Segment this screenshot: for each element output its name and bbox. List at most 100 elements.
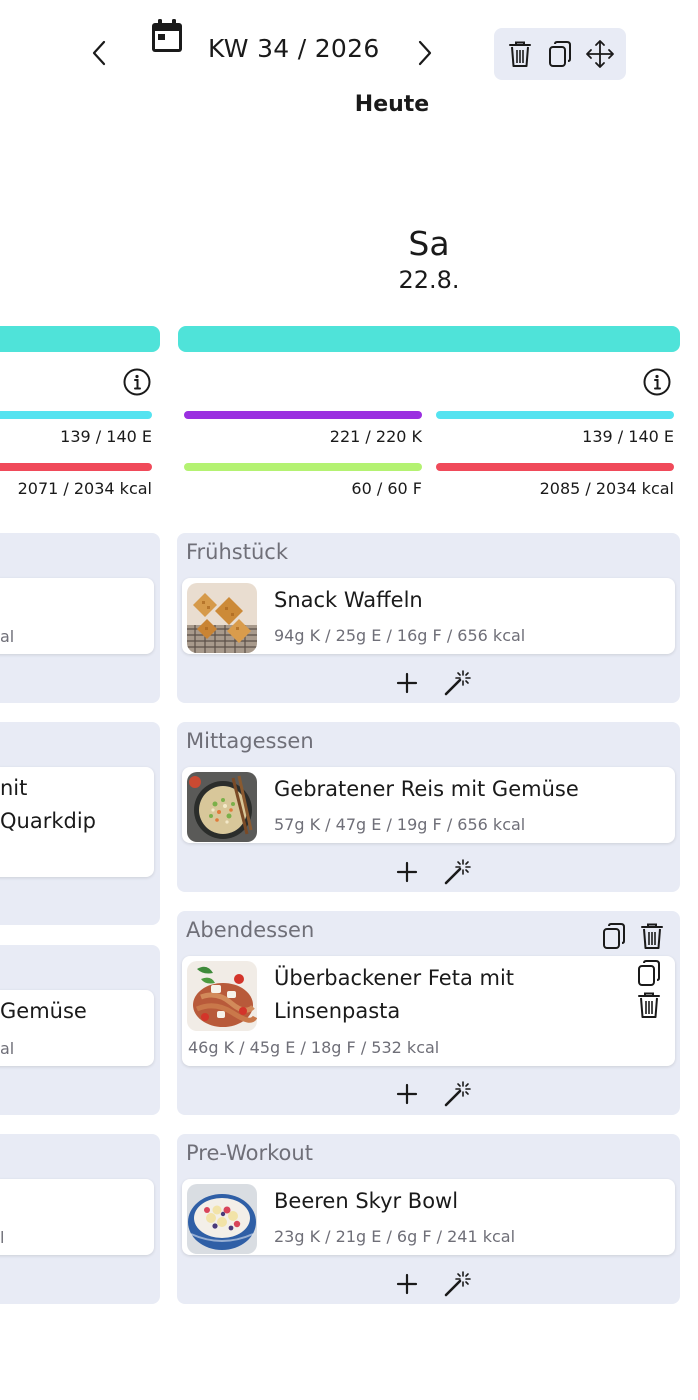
delete-food-button[interactable] [637, 991, 663, 1019]
move-icon [586, 40, 614, 68]
next-week-button[interactable] [410, 36, 440, 70]
delete-week-button[interactable] [502, 36, 538, 72]
fat-label: 60 / 60 F [351, 479, 422, 498]
meal-title: Pre-Workout [186, 1141, 313, 1165]
protein-label: 139 / 140 E [582, 427, 674, 446]
food-name: Überbackener Feta mit [274, 966, 515, 990]
plus-icon [396, 1083, 418, 1105]
info-icon [123, 368, 151, 396]
add-food-button[interactable] [393, 858, 421, 886]
kcal-label: 2085 / 2034 kcal [539, 479, 674, 498]
left-meal-section: al [0, 533, 160, 703]
food-macros: 57g K / 47g E / 19g F / 656 kcal [274, 815, 526, 834]
food-image-fried-rice [187, 772, 257, 842]
food-macros: al [0, 627, 15, 646]
meal-actions [393, 669, 471, 697]
magic-suggest-button[interactable] [443, 1270, 471, 1298]
food-macros: 46g K / 45g E / 18g F / 532 kcal [188, 1038, 440, 1057]
left-info-button[interactable] [123, 368, 151, 396]
protein-bar [436, 411, 674, 419]
today-label: Heute [354, 92, 430, 117]
magic-wand-icon [444, 1271, 471, 1297]
carbs-bar [184, 411, 422, 419]
calendar-icon [152, 19, 182, 52]
day-date: 22.8. [398, 266, 460, 294]
meal-actions [393, 1080, 471, 1108]
meal-title: Frühstück [186, 540, 288, 564]
meal-actions [393, 858, 471, 886]
left-protein-bar [0, 411, 152, 419]
left-protein-label: 139 / 140 E [60, 427, 152, 446]
meal-section-fruehstueck: Frühstück Snack Waffeln [177, 533, 680, 703]
food-name: Quarkdip [0, 809, 96, 833]
fat-bar [184, 463, 422, 471]
meal-section-mittagessen: Mittagessen Gebratener Reis mit Gemüse 5… [177, 722, 680, 892]
food-macros: 23g K / 21g E / 6g F / 241 kcal [274, 1227, 516, 1246]
prev-week-button[interactable] [84, 36, 114, 70]
food-card[interactable]: Gebratener Reis mit Gemüse 57g K / 47g E… [182, 767, 675, 843]
meal-section-pre-workout: Pre-Workout Beeren Skyr Bowl 23g K / 21g… [177, 1134, 680, 1304]
add-food-button[interactable] [393, 1080, 421, 1108]
trash-icon [638, 992, 660, 1018]
magic-wand-icon [444, 1081, 471, 1107]
move-week-button[interactable] [582, 36, 618, 72]
meal-actions [393, 1270, 471, 1298]
left-day-bar[interactable] [0, 326, 160, 352]
chevron-left-icon [92, 40, 106, 66]
copy-food-button[interactable] [637, 959, 663, 987]
food-card[interactable]: Snack Waffeln 94g K / 25g E / 16g F / 65… [182, 578, 675, 654]
magic-suggest-button[interactable] [443, 669, 471, 697]
copy-icon [638, 960, 660, 986]
kcal-bar [436, 463, 674, 471]
magic-wand-icon [444, 670, 471, 696]
food-image-waffles [187, 583, 257, 653]
chevron-right-icon [418, 40, 432, 66]
meal-title: Mittagessen [186, 729, 314, 753]
day-bar[interactable] [178, 326, 680, 352]
copy-meal-button[interactable] [602, 922, 628, 950]
food-name: Linsenpasta [274, 999, 401, 1023]
food-image-feta-pasta [187, 961, 257, 1031]
left-meal-section: Gemüse al [0, 945, 160, 1115]
left-food-card[interactable]: nit Quarkdip [0, 767, 154, 877]
left-meal-section: nit Quarkdip [0, 722, 160, 925]
magic-wand-icon [444, 859, 471, 885]
calendar-button[interactable] [150, 18, 184, 54]
food-card[interactable]: Überbackener Feta mit Linsenpasta 46g K … [182, 956, 675, 1066]
info-button[interactable] [643, 368, 671, 396]
plus-icon [396, 1273, 418, 1295]
food-image-skyr-bowl [187, 1184, 257, 1254]
left-food-card[interactable]: al [0, 578, 154, 654]
food-name: Gebratener Reis mit Gemüse [274, 777, 579, 801]
meal-title: Abendessen [186, 918, 315, 942]
day-name: Sa [408, 224, 450, 263]
magic-suggest-button[interactable] [443, 858, 471, 886]
add-food-button[interactable] [393, 669, 421, 697]
carbs-label: 221 / 220 K [329, 427, 422, 446]
left-meal-section: l [0, 1134, 160, 1304]
left-kcal-label: 2071 / 2034 kcal [17, 479, 152, 498]
meal-section-abendessen: Abendessen Überbackener [177, 911, 680, 1115]
week-label: KW 34 / 2026 [208, 34, 380, 63]
magic-suggest-button[interactable] [443, 1080, 471, 1108]
add-food-button[interactable] [393, 1270, 421, 1298]
trash-icon [509, 41, 531, 67]
info-icon [643, 368, 671, 396]
plus-icon [396, 672, 418, 694]
left-food-card[interactable]: Gemüse al [0, 990, 154, 1066]
food-card[interactable]: Beeren Skyr Bowl 23g K / 21g E / 6g F / … [182, 1179, 675, 1255]
food-name: Snack Waffeln [274, 588, 423, 612]
food-name: nit [0, 776, 28, 800]
food-name: Beeren Skyr Bowl [274, 1189, 459, 1213]
left-food-card[interactable]: l [0, 1179, 154, 1255]
delete-meal-button[interactable] [640, 922, 666, 950]
food-name: Gemüse [0, 999, 87, 1023]
trash-icon [641, 923, 663, 949]
food-macros: l [0, 1228, 5, 1247]
copy-icon [549, 41, 571, 67]
week-toolbar [494, 28, 626, 80]
copy-icon [603, 923, 625, 949]
food-macros: 94g K / 25g E / 16g F / 656 kcal [274, 626, 526, 645]
copy-week-button[interactable] [542, 36, 578, 72]
left-kcal-bar [0, 463, 152, 471]
